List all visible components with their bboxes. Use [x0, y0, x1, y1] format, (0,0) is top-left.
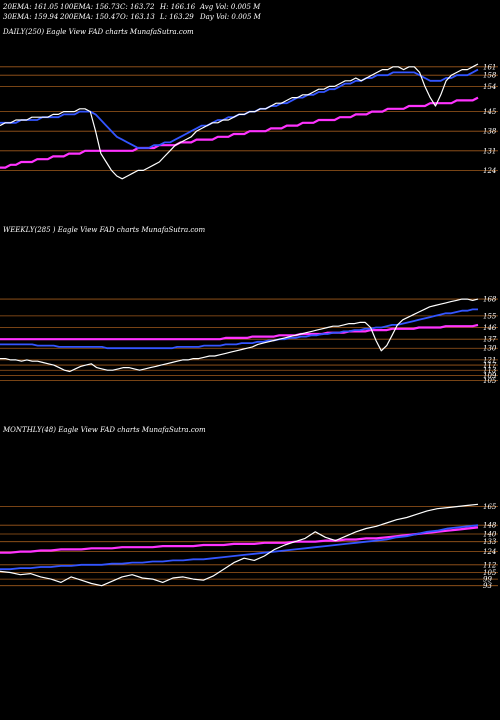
- y-tick-label: 109: [483, 372, 497, 380]
- weekly-panel-title: WEEKLY(285 ) Eagle View FAD charts Munaf…: [3, 226, 206, 234]
- header-open: O: 163.13: [120, 13, 155, 21]
- y-tick-label: 155: [483, 312, 497, 320]
- price-line: [0, 298, 479, 373]
- header-day-vol: Day Vol: 0.005 M: [200, 13, 261, 21]
- header-30ema: 30EMA: 159.94: [3, 13, 59, 21]
- header-20ema: 20EMA: 161.05: [3, 3, 59, 11]
- y-tick-label: 131: [483, 147, 496, 155]
- y-tick-label: 158: [483, 72, 497, 80]
- price-line: [0, 63, 479, 180]
- header-avg-vol: Avg Vol: 0.005 M: [200, 3, 261, 11]
- y-tick-label: 112: [483, 561, 497, 569]
- y-tick-label: 130: [483, 345, 497, 353]
- ema-30-line: [0, 524, 479, 571]
- header-high: H: 166.16: [160, 3, 196, 11]
- y-tick-label: 148: [483, 522, 497, 530]
- y-tick-label: 165: [483, 503, 497, 511]
- header-100ema: 100EMA: 156.73: [60, 3, 120, 11]
- y-tick-label: 124: [483, 167, 496, 175]
- y-tick-label: 121: [483, 356, 496, 364]
- ema-200-line: [0, 96, 479, 169]
- y-tick-label: 168: [483, 296, 497, 304]
- ema-200-line: [0, 526, 479, 554]
- price-line: [0, 503, 479, 587]
- y-tick-label: 140: [483, 531, 497, 539]
- y-tick-label: 137: [483, 336, 497, 344]
- header-close: C: 163.72: [120, 3, 155, 11]
- header-low: L: 163.29: [160, 13, 194, 21]
- y-tick-label: 124: [483, 548, 496, 556]
- ema-200-line: [0, 323, 479, 341]
- header-200ema: 200EMA: 150.47: [60, 13, 120, 21]
- y-tick-label: 113: [483, 367, 497, 375]
- monthly-panel-title: MONTHLY(48) Eagle View FAD charts Munafa…: [3, 426, 206, 434]
- y-tick-label: 133: [483, 538, 497, 546]
- ema-30-line: [0, 68, 479, 149]
- y-tick-label: 105: [483, 569, 497, 577]
- daily-panel-title: DAILY(250) Eagle View FAD charts MunafaS…: [3, 28, 194, 36]
- y-tick-label: 99: [483, 576, 492, 584]
- y-tick-label: 154: [483, 83, 496, 91]
- y-tick-label: 138: [483, 128, 497, 136]
- y-tick-label: 117: [483, 362, 497, 370]
- y-tick-label: 105: [483, 377, 497, 385]
- y-tick-label: 145: [483, 108, 497, 116]
- y-tick-label: 161: [483, 63, 496, 71]
- y-tick-label: 146: [483, 324, 497, 332]
- y-tick-label: 93: [483, 582, 492, 590]
